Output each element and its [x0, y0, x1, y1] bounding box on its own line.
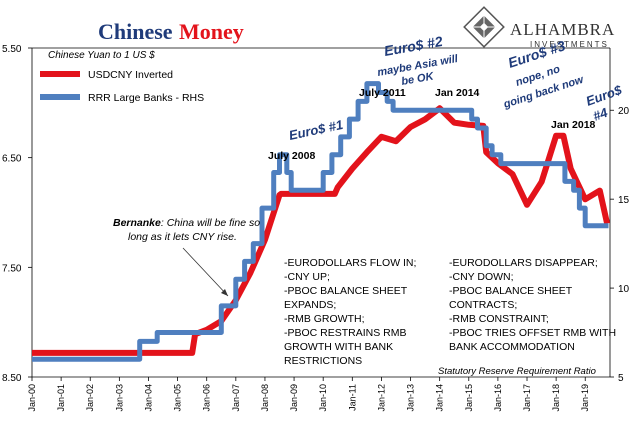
chart-title-chinese: Chinese	[98, 19, 173, 44]
chart-subtitle: Chinese Yuan to 1 US $	[48, 50, 155, 61]
right-block-line: CONTRACTS;	[449, 299, 517, 311]
right-annotation-block: -EURODOLLARS DISAPPEAR; -CNY DOWN; -PBOC B…	[449, 257, 616, 353]
x-tick-label: Jan-12	[376, 384, 386, 412]
source-note: Statutory Reserve Requirement Ratio	[438, 366, 596, 377]
legend-label-rrr: RRR Large Banks - RHS	[88, 92, 204, 104]
brand-tagline: INVESTMENTS	[530, 40, 609, 49]
left-annotation-block: -EURODOLLARS FLOW IN; -CNY UP; -PBOC BALAN…	[284, 257, 416, 367]
left-block-line: -PBOC BALANCE SHEET	[284, 285, 408, 297]
right-block-line: -PBOC BALANCE SHEET	[449, 285, 573, 297]
legend-label-usdcny: USDCNY Inverted	[88, 69, 173, 81]
x-tick-label: Jan-13	[406, 384, 416, 412]
x-tick-label: Jan-18	[551, 384, 561, 412]
right-axis-ticks: 20 15 10 5	[610, 106, 630, 384]
bernanke-name: Bernanke	[113, 217, 161, 229]
annotation-euro2-title: Euro$ #2	[383, 33, 444, 59]
annotation-july-2008: July 2008	[268, 150, 315, 162]
x-tick-label: Jan-19	[580, 384, 590, 412]
right-block-line: -PBOC TRIES OFFSET RMB WITH	[449, 327, 616, 339]
series-rrr-large-banks	[32, 81, 609, 362]
bernanke-arrow	[182, 247, 229, 297]
x-tick-label: Jan-01	[56, 384, 66, 412]
right-block-line: -EURODOLLARS DISAPPEAR;	[449, 257, 598, 269]
left-block-line: RESTRICTIONS	[284, 355, 362, 367]
bernanke-text-1: : China will be fine so	[161, 217, 260, 229]
x-tick-label: Jan-08	[260, 384, 270, 412]
left-tick-label: 8.50	[2, 373, 22, 384]
left-tick-label: 6.50	[2, 154, 22, 165]
right-block-line: -RMB CONSTRAINT;	[449, 313, 549, 325]
left-axis-ticks: 5.50 6.50 7.50 8.50	[2, 44, 32, 384]
left-tick-label: 5.50	[2, 44, 22, 55]
x-tick-label: Jan-02	[85, 384, 95, 412]
right-block-line: -CNY DOWN;	[449, 271, 514, 283]
annotation-jan-2014: Jan 2014	[435, 87, 480, 99]
x-tick-label: Jan-16	[493, 384, 503, 412]
left-block-line: GROWTH WITH BANK	[284, 341, 393, 353]
x-tick-label: Jan-03	[114, 384, 124, 412]
right-tick-label: 10	[618, 284, 630, 295]
x-tick-label: Jan-05	[173, 384, 183, 412]
left-block-line: -CNY UP;	[284, 271, 330, 283]
series-usdcny-inverted	[32, 105, 611, 356]
right-tick-label: 5	[618, 373, 624, 384]
x-tick-label: Jan-14	[435, 384, 445, 412]
annotation-euro4-line2: #4	[591, 105, 610, 124]
x-axis-ticks: Jan-00 Jan-01 Jan-02 Jan-03 Jan-04 Jan-05 Jan-…	[27, 377, 590, 412]
alhambra-diamond-icon	[463, 6, 505, 48]
x-tick-label: Jan-04	[143, 384, 153, 412]
x-tick-label: Jan-00	[27, 384, 37, 412]
left-block-line: -RMB GROWTH;	[284, 313, 365, 325]
x-tick-label: Jan-09	[289, 384, 299, 412]
x-tick-label: Jan-15	[464, 384, 474, 412]
x-tick-label: Jan-11	[347, 384, 357, 411]
left-block-line: -PBOC RESTRAINS RMB	[284, 327, 407, 339]
bernanke-arrow-head	[221, 289, 228, 296]
chart-title-money: Money	[179, 19, 244, 44]
annotation-jan-2018: Jan 2018	[551, 119, 596, 131]
annotation-euro1: Euro$ #1	[288, 117, 345, 143]
bernanke-text-2: long as it lets CNY rise.	[128, 231, 237, 243]
svg-text:Bernanke: China will be fine s: Bernanke: China will be fine so	[113, 217, 260, 229]
brand-name: ALHAMBRA	[510, 20, 615, 39]
left-block-line: -EURODOLLARS FLOW IN;	[284, 257, 416, 269]
x-tick-label: Jan-07	[231, 384, 241, 412]
x-tick-label: Jan-10	[318, 384, 328, 412]
series-layer	[32, 81, 611, 362]
alhambra-logo: ALHAMBRA INVESTMENTS	[463, 6, 615, 49]
right-tick-label: 20	[618, 106, 630, 117]
legend: USDCNY Inverted RRR Large Banks - RHS	[40, 69, 204, 104]
plot-area	[31, 47, 611, 378]
annotation-july-2011: July 2011	[359, 87, 406, 99]
left-block-line: EXPANDS;	[284, 299, 336, 311]
bernanke-quote: Bernanke: China will be fine so long as …	[113, 217, 260, 297]
x-tick-label: Jan-17	[522, 384, 532, 412]
left-tick-label: 7.50	[2, 263, 22, 274]
right-block-line: BANK ACCOMMODATION	[449, 341, 575, 353]
x-tick-label: Jan-06	[202, 384, 212, 412]
annotation-euro2-line2: be OK	[400, 70, 435, 88]
right-tick-label: 15	[618, 195, 630, 206]
